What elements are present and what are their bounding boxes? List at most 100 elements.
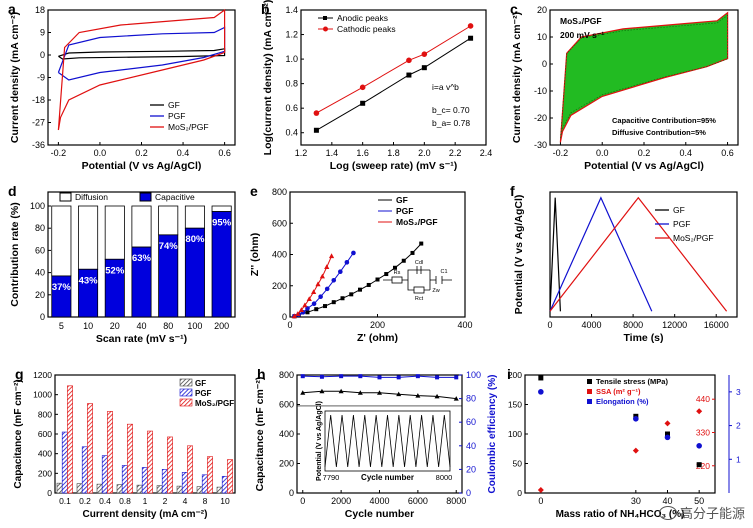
circuit-label: C1 — [440, 269, 447, 275]
y-tick-label: 20 — [35, 290, 45, 300]
watermark: 高分子能源 — [658, 503, 745, 522]
y-tick-label: 1200 — [33, 370, 52, 380]
gcd-curve — [549, 196, 653, 312]
efficiency-point — [415, 374, 420, 379]
nyquist-line — [294, 243, 422, 317]
data-point — [295, 311, 301, 316]
data-point — [421, 65, 427, 71]
y-tick-label: 400 — [279, 429, 294, 439]
x-tick-label: 8000 — [446, 496, 466, 506]
panel-label-b: b — [261, 1, 270, 17]
data-point — [331, 277, 337, 283]
y2-tick-label: 20 — [466, 464, 476, 474]
watermark-text: 高分子能源 — [679, 507, 745, 522]
legend-swatch — [587, 379, 592, 384]
x-tick-label: 1.8 — [387, 148, 400, 158]
panel-e: e 0 200 400 0 200 400 600 800 Z' (ohm) Z'' (ohm) GF… — [249, 183, 473, 344]
y-tick-label: -10 — [534, 86, 547, 96]
capacitance-point — [453, 396, 459, 401]
legend-label: GF — [195, 379, 206, 388]
panel-c: c -0.2 0.0 0.2 0.4 0.6 -30 -20 -10 0 10 20 Potential… — [510, 1, 739, 172]
x-tick-label: 0 — [538, 496, 543, 506]
y2-tick-label: 0 — [466, 488, 471, 498]
x-tick-label: 2 — [163, 496, 168, 506]
y-axis-label: Z'' (ohm) — [249, 233, 261, 276]
y-tick-label: -30 — [534, 140, 547, 150]
efficiency-point — [339, 374, 344, 379]
panel-d: d 0 20 40 60 80 100 37% 5 43% 10 52% 20 63% 40 74% 80 80%… — [8, 183, 236, 345]
capacitance-bar — [196, 486, 203, 494]
capacitance-bar — [221, 475, 228, 494]
data-point — [311, 301, 317, 307]
legend-label: GF — [168, 100, 180, 110]
y-tick-label: 200 — [279, 459, 294, 469]
capacitance-bar — [167, 436, 173, 494]
capacitance-bar — [127, 423, 133, 494]
legend-swatch — [587, 399, 592, 404]
cv-curve-MoS₂/PGF — [57, 8, 226, 131]
x-axis-label: Mass ratio of NH₄HCO₃ (%) — [556, 509, 685, 520]
x-tick-label: 40 — [136, 321, 146, 331]
y-tick-label: 800 — [279, 370, 294, 380]
x-tick-label: 8 — [203, 496, 208, 506]
legend-label: MoS₂/PGF — [396, 217, 438, 227]
chart-title: MoS₂/PGF — [560, 16, 602, 26]
y-tick-label: 0 — [47, 488, 52, 498]
y-tick-label: 200 — [38, 468, 52, 478]
y-tick-label: 60 — [35, 245, 45, 255]
data-point — [401, 258, 406, 263]
legend-swatch — [59, 192, 72, 202]
x-axis-label: Z' (ohm) — [357, 332, 398, 344]
y-tick-label: 0.6 — [285, 103, 298, 113]
data-point — [406, 57, 412, 64]
circuit-wires — [383, 269, 452, 291]
elongation-point — [696, 443, 702, 449]
efficiency-point — [358, 374, 363, 379]
legend-label: MoS₂/PGF — [195, 399, 234, 408]
y-tick-label: -20 — [534, 113, 547, 123]
x-tick-label: 0.4 — [177, 148, 190, 158]
x-tick-label: 1.4 — [326, 148, 339, 158]
value-label: 52% — [105, 265, 125, 276]
x-tick-label: 1.2 — [295, 148, 308, 158]
data-point — [358, 287, 362, 292]
elongation-point — [538, 389, 544, 395]
y-tick-label: 1000 — [33, 390, 52, 400]
x-tick-label: 400 — [457, 320, 472, 330]
capacitance-bar — [227, 459, 233, 494]
data-point — [359, 84, 366, 91]
circuit-label: Zw — [432, 288, 439, 294]
x-axis-label: Time (s) — [623, 332, 663, 344]
legend-label: Elongation (%) — [596, 397, 649, 406]
y-tick-label: 100 — [30, 201, 45, 211]
x-tick-label: 1.6 — [356, 148, 369, 158]
fit-line — [316, 25, 471, 114]
x-tick-label: 0.2 — [638, 148, 651, 158]
y2-tick-label: 220 — [696, 461, 710, 471]
x-tick-label: 10 — [83, 321, 93, 331]
data-point — [306, 296, 312, 302]
diffusive-annotation: Diffusive Contribution=5% — [612, 128, 706, 137]
y-tick-label: 200 — [508, 370, 522, 380]
x-tick-label: 6000 — [408, 496, 428, 506]
y-tick-label: 0 — [282, 312, 287, 322]
value-label: 43% — [79, 275, 99, 286]
panel-label-c: c — [510, 1, 518, 17]
x-tick-label: -0.2 — [553, 148, 569, 158]
diffusion-bar — [184, 205, 205, 229]
ssa-point — [537, 486, 544, 493]
x-axis-label: Log (sweep rate) (mV s⁻¹) — [330, 160, 457, 172]
x-tick-label: 0 — [287, 320, 292, 330]
capacitance-bar — [61, 431, 68, 494]
y2-tick-label: 80 — [466, 394, 476, 404]
data-point — [298, 307, 304, 312]
capacitance-bar — [67, 385, 73, 494]
y3-tick-label: 2 — [736, 421, 741, 431]
y-tick-label: 40 — [35, 268, 45, 278]
x-tick-label: 5 — [59, 321, 64, 331]
y-tick-label: 10 — [537, 32, 547, 42]
legend-label: Capacitive — [155, 192, 195, 202]
data-point — [328, 253, 335, 259]
y-axis-label: Capacitance (mF cm⁻²) — [254, 377, 266, 492]
